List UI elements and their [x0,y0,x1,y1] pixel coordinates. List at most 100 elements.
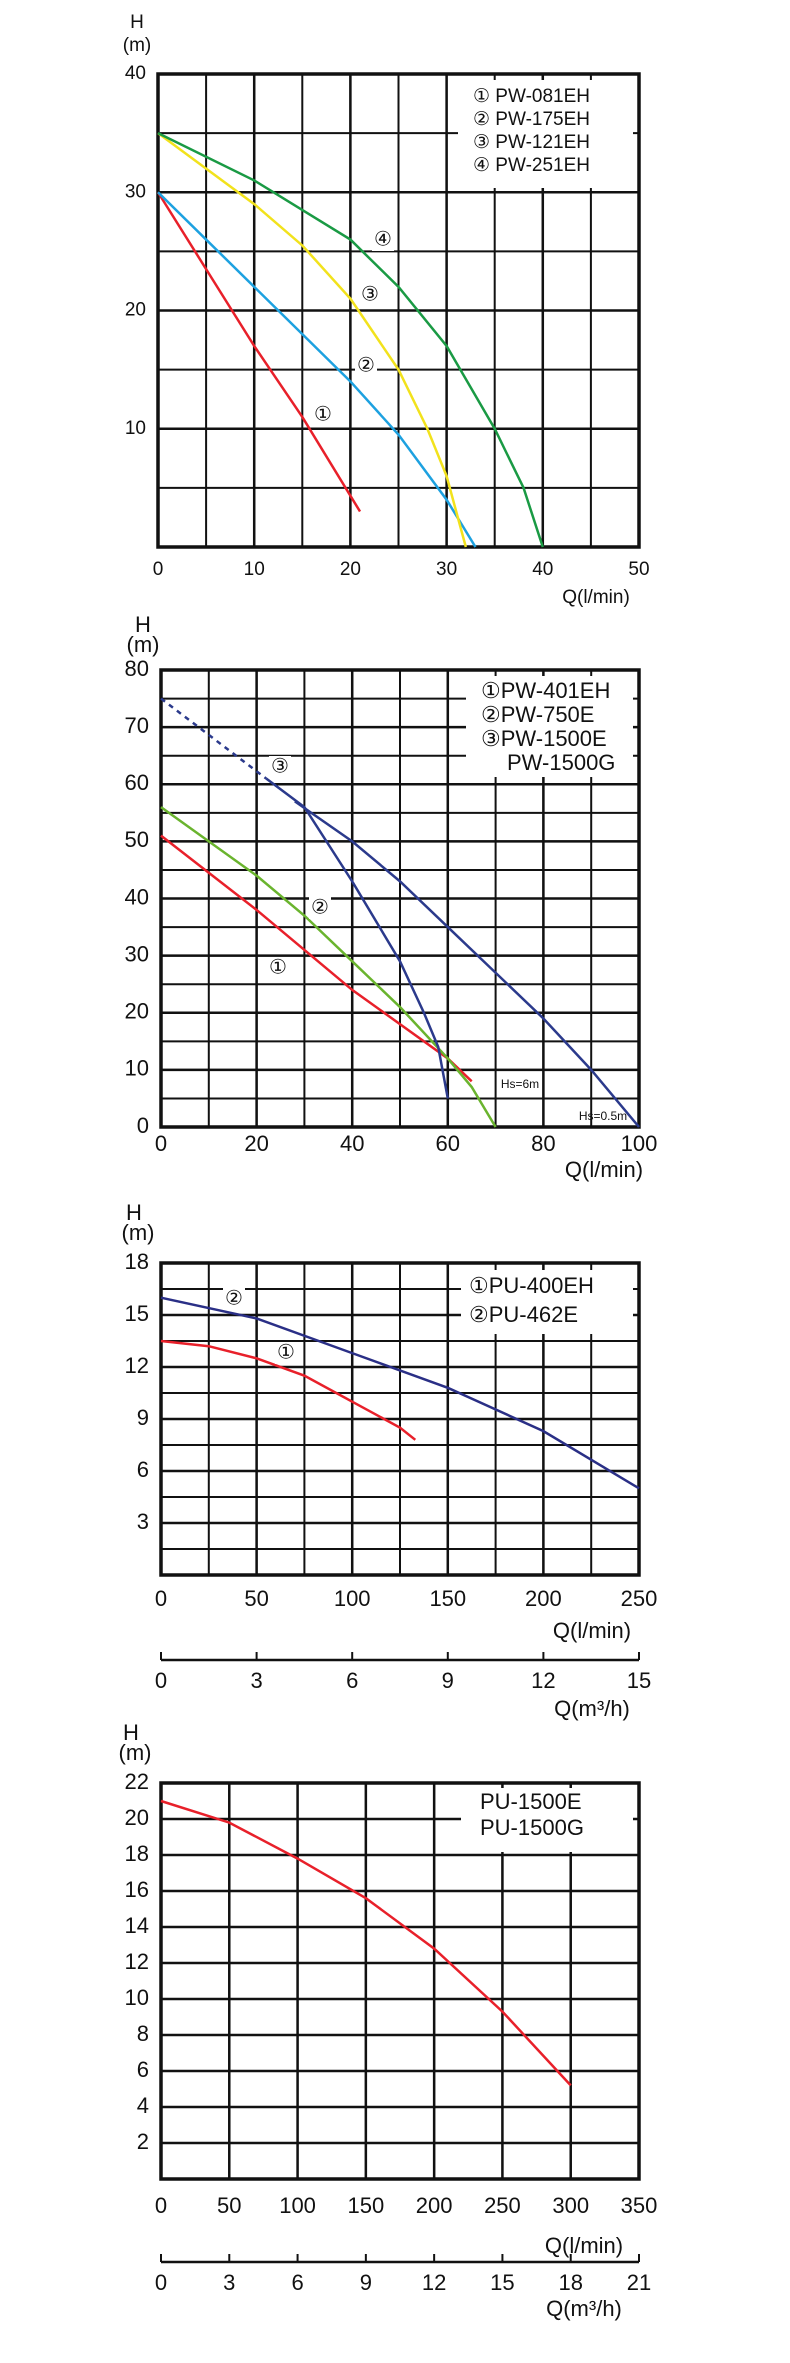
x-axis-label: Q(l/min) [545,2233,623,2258]
x-tick-label: 40 [340,1131,364,1156]
legend-entry: PU-1500G [480,1815,584,1840]
x-tick-label: 250 [484,2193,521,2218]
curve [156,191,362,513]
x-tick-label: 250 [621,1586,658,1611]
curve [294,800,640,1128]
x2-axis-label: Q(m³/h) [546,2296,622,2321]
y-axis-unit: (m) [123,35,151,56]
y-tick-label: 40 [125,63,146,84]
legend-entry: ②PU-462E [469,1302,578,1327]
x-tick-label: 50 [217,2193,241,2218]
x2-tick-label: 9 [360,2270,372,2295]
curve-annotation: Hs=0.5m [579,1109,627,1123]
x2-tick-label: 3 [250,1668,262,1693]
legend-entry: ③PW-1500E [481,726,607,751]
y-axis-unit: (m) [122,1220,155,1245]
x-tick-label: 60 [436,1131,460,1156]
curve-annotation: ① [314,403,332,425]
x-axis-label: Q(l/min) [565,1157,643,1182]
curve [160,1339,417,1441]
annotation-bg [223,1288,245,1310]
y-axis-label: H [126,1200,142,1225]
y-tick-label: 50 [125,827,149,852]
y-tick-label: 2 [137,2129,149,2154]
chart: 0 50 100 150 200 250 3 6 9 12 15 18 H(m) Q(l/min) 0 3 6 9… [122,1200,658,1721]
curve [157,191,477,548]
x2-axis-label: Q(m³/h) [554,1696,630,1721]
y-axis-unit: (m) [127,632,160,657]
x2-tick-label: 18 [558,2270,582,2295]
y-axis-label: H [123,1720,139,1745]
y-tick-label: 8 [137,2021,149,2046]
y-tick-label: 10 [125,1056,149,1081]
x2-tick-label: 0 [155,2270,167,2295]
x-tick-label: 150 [429,1586,466,1611]
annotation-bg [372,229,394,251]
curve-annotation: ① [277,1341,295,1363]
annotation-bg [275,1342,297,1364]
x-tick-label: 50 [244,1586,268,1611]
y-tick-label: 70 [125,713,149,738]
curve-annotation: ② [311,896,329,918]
legend-entry: ②PW-750E [481,702,594,727]
y-tick-label: 10 [125,418,146,439]
curve [157,132,544,548]
legend-entry: PU-1500E [480,1789,582,1814]
x-tick-label: 200 [525,1586,562,1611]
y-tick-label: 4 [137,2093,149,2118]
legend-entry: PW-1500G [507,750,615,775]
curve-annotation: ② [357,354,375,376]
legend-box [458,80,633,188]
x-axis-label: Q(l/min) [562,587,630,608]
curve-annotation: ① [269,956,287,978]
plot-frame [159,1781,641,2181]
curve [160,806,497,1128]
curve-annotation: ② [225,1287,243,1309]
annotation-bg [267,957,289,979]
x2-tick-label: 12 [422,2270,446,2295]
curve [160,834,473,1083]
x2-tick-label: 21 [627,2270,651,2295]
y-tick-label: 40 [125,884,149,909]
chart: 0 50 100 150 200 250 300 350246810121416182022H… [119,1720,658,2321]
y-tick-label: 12 [125,1353,149,1378]
plot-frame [159,1261,641,1577]
y-tick-label: 10 [125,1985,149,2010]
y-tick-label: 80 [125,656,149,681]
curve [160,1799,572,2087]
y-tick-label: 18 [125,1841,149,1866]
x-tick-label: 0 [155,2193,167,2218]
y-tick-label: 9 [137,1405,149,1430]
legend-entry: ①PU-400EH [469,1273,594,1298]
x2-tick-label: 9 [442,1668,454,1693]
curve-annotation: Hs=6m [501,1077,539,1091]
annotation-bg [269,756,291,778]
y-axis-label: H [130,12,144,33]
x2-tick-label: 15 [490,2270,514,2295]
x-tick-label: 0 [155,1586,167,1611]
legend-entry: ④ PW-251EH [473,155,590,176]
x-tick-label: 100 [334,1586,371,1611]
legend-box [461,1270,633,1334]
annotation-bg [355,355,377,377]
x-tick-label: 80 [531,1131,555,1156]
curve [265,777,450,1099]
legend-entry: ① PW-081EH [473,86,590,107]
legend-entry: ② PW-175EH [473,109,590,130]
x-tick-label: 100 [621,1131,658,1156]
x2-tick-label: 0 [155,1668,167,1693]
y-tick-label: 20 [125,999,149,1024]
x-tick-label: 50 [628,559,649,580]
y-tick-label: 15 [125,1301,149,1326]
plot-frame [156,72,641,549]
y-tick-label: 20 [125,300,146,321]
y-tick-label: 20 [125,1805,149,1830]
x-tick-label: 350 [621,2193,658,2218]
x-tick-label: 200 [416,2193,453,2218]
curve [160,1296,640,1490]
legend-box [466,676,633,777]
y-tick-label: 18 [125,1249,149,1274]
x-axis-label: Q(l/min) [553,1618,631,1643]
chart: 0 20 40 60 80 100 0 10 20 30 40 50 60 70 80 H(m) Q(l/min… [125,612,658,1182]
